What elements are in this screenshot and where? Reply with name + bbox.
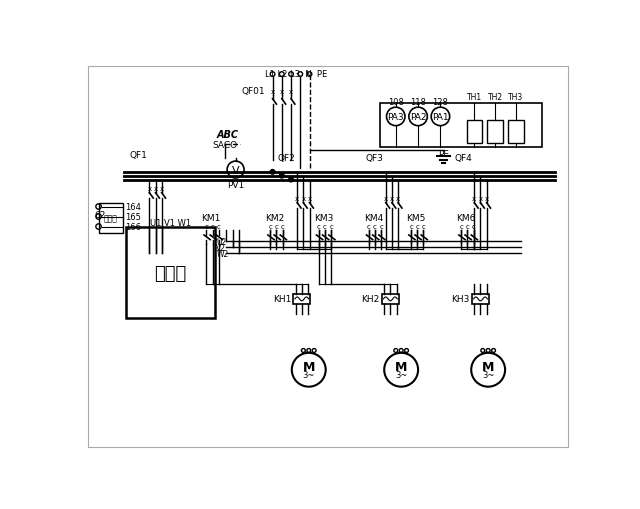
Text: SACO: SACO	[212, 140, 237, 149]
Text: KH3: KH3	[451, 295, 470, 304]
Text: c: c	[379, 223, 383, 230]
Text: PA2: PA2	[410, 112, 426, 122]
Text: 166: 166	[125, 222, 141, 232]
Text: V2: V2	[216, 243, 227, 252]
Text: c: c	[204, 223, 208, 230]
Text: QF01: QF01	[241, 88, 265, 96]
Text: QF3: QF3	[365, 154, 383, 163]
Text: c: c	[317, 223, 321, 230]
Text: c: c	[329, 223, 333, 230]
Bar	[488, 121, 503, 144]
Text: x: x	[478, 196, 483, 202]
Bar	[380, 103, 542, 148]
Text: 3~: 3~	[303, 370, 315, 379]
Text: TH3: TH3	[508, 93, 524, 102]
Text: c: c	[268, 223, 272, 230]
Text: W2: W2	[216, 249, 228, 259]
Text: c: c	[367, 223, 371, 230]
Text: QF2: QF2	[277, 154, 295, 163]
Text: 压力表: 压力表	[104, 214, 118, 223]
Text: c: c	[415, 223, 419, 230]
Text: PA1: PA1	[432, 112, 449, 122]
Text: 108: 108	[388, 97, 404, 106]
Text: x: x	[484, 196, 489, 202]
Text: 变频器: 变频器	[154, 264, 187, 282]
Text: c: c	[275, 223, 278, 230]
Text: U1 V1 W1: U1 V1 W1	[150, 218, 191, 227]
Text: c: c	[460, 223, 463, 230]
Text: M: M	[482, 360, 494, 374]
Circle shape	[270, 170, 275, 175]
Text: x: x	[472, 196, 476, 202]
Text: x: x	[301, 196, 305, 202]
Text: x: x	[159, 186, 164, 192]
Text: c: c	[465, 223, 469, 230]
Text: c: c	[280, 223, 285, 230]
Text: L1 L2 L3  N  PE: L1 L2 L3 N PE	[265, 70, 327, 79]
Text: PV1: PV1	[227, 181, 244, 190]
Bar	[99, 203, 123, 234]
Text: TH1: TH1	[467, 93, 482, 102]
Text: PE: PE	[438, 150, 449, 158]
Text: KM2: KM2	[265, 213, 285, 222]
Bar	[472, 295, 489, 304]
Text: ABC: ABC	[217, 129, 239, 139]
Circle shape	[280, 174, 284, 179]
Bar	[382, 295, 399, 304]
Text: x: x	[384, 196, 388, 202]
Text: c: c	[323, 223, 327, 230]
Text: V: V	[232, 165, 239, 175]
Bar	[126, 228, 215, 319]
Text: x: x	[396, 196, 400, 202]
Text: 3~: 3~	[482, 370, 494, 379]
Text: x: x	[390, 196, 394, 202]
Text: c: c	[472, 223, 476, 230]
Text: TH2: TH2	[488, 93, 502, 102]
Text: x: x	[295, 196, 300, 202]
Text: x: x	[154, 186, 157, 192]
Text: QF4: QF4	[454, 154, 472, 163]
Text: c: c	[373, 223, 377, 230]
Text: c: c	[217, 223, 221, 230]
Text: M: M	[395, 360, 407, 374]
Text: 3~: 3~	[395, 370, 407, 379]
Text: KM6: KM6	[456, 213, 476, 222]
Text: KH2: KH2	[362, 295, 380, 304]
Text: KM1: KM1	[201, 213, 221, 222]
Text: 118: 118	[410, 97, 426, 106]
Text: 164: 164	[125, 203, 141, 212]
Text: 62: 62	[94, 210, 106, 219]
Text: PA3: PA3	[387, 112, 404, 122]
Text: KM4: KM4	[364, 213, 383, 222]
Text: c: c	[409, 223, 413, 230]
Text: KH1: KH1	[273, 295, 291, 304]
Text: c: c	[422, 223, 426, 230]
Text: QF1: QF1	[129, 150, 147, 159]
Text: KM3: KM3	[314, 213, 333, 222]
Text: x: x	[307, 196, 312, 202]
Text: KM5: KM5	[406, 213, 426, 222]
Text: x: x	[147, 186, 152, 192]
Text: x: x	[271, 89, 275, 95]
Text: 128: 128	[433, 97, 449, 106]
Bar	[293, 295, 310, 304]
Bar	[467, 121, 482, 144]
Text: 165: 165	[125, 213, 141, 221]
Text: x: x	[280, 89, 284, 95]
Text: x: x	[289, 89, 293, 95]
Bar	[508, 121, 524, 144]
Text: U2: U2	[216, 237, 227, 246]
Text: c: c	[211, 223, 214, 230]
Text: M: M	[303, 360, 315, 374]
Circle shape	[289, 178, 293, 183]
